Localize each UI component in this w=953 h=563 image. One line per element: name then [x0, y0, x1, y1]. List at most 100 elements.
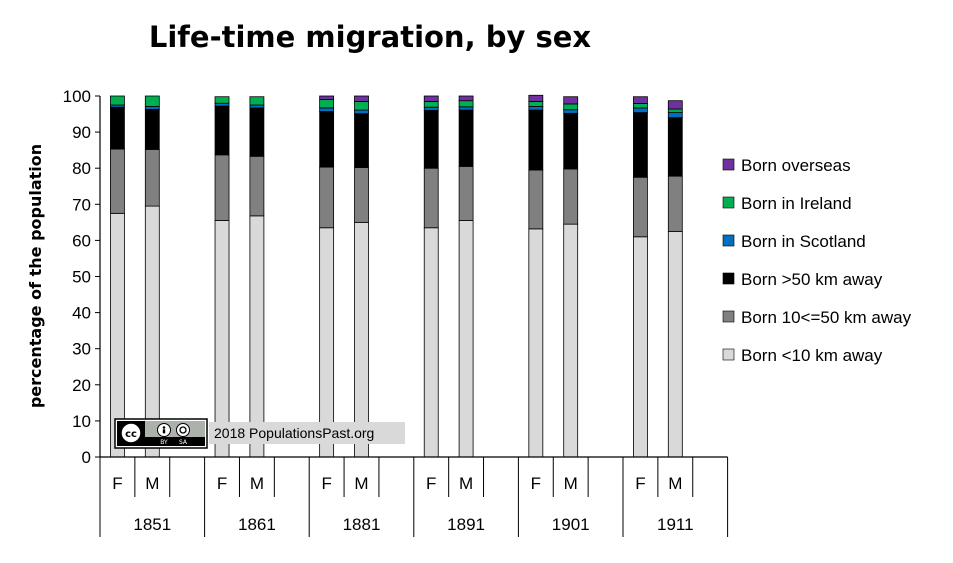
x-subcategory-label: M	[459, 474, 473, 493]
bar-segment	[354, 101, 369, 111]
legend-label: Born in Ireland	[741, 194, 852, 213]
bar-segment	[214, 220, 230, 458]
bar-segment	[667, 117, 683, 177]
bar-segment	[458, 106, 474, 111]
legend-swatch	[722, 196, 735, 209]
bar-segment	[423, 101, 439, 108]
bar-segment	[458, 165, 474, 221]
bar-segment	[354, 95, 369, 102]
y-tick-label: 100	[63, 87, 91, 106]
y-axis-label: percentage of the population	[26, 144, 45, 408]
y-tick-label: 80	[72, 159, 91, 178]
bar-segment	[423, 110, 439, 169]
y-tick-label: 60	[72, 231, 91, 250]
bar-segment	[563, 168, 579, 225]
bar-segment	[528, 228, 544, 458]
legend-swatch	[722, 158, 735, 171]
x-subcategory-label: F	[531, 474, 541, 493]
legend-label: Born <10 km away	[741, 346, 883, 365]
legend: Born overseas Born in Ireland Born in Scot…	[722, 156, 912, 365]
watermark-text-bg	[209, 422, 405, 444]
bar-segment	[667, 100, 683, 110]
cc-logo-icon	[120, 422, 142, 444]
chart-title: Life-time migration, by sex	[148, 20, 592, 54]
bar-segment	[423, 106, 439, 111]
bar-segment	[563, 103, 579, 111]
x-subcategory-label: M	[145, 474, 159, 493]
bar-segment	[354, 113, 369, 168]
bar-segment	[110, 148, 125, 214]
bar-segment	[528, 101, 544, 107]
bar-segment	[633, 96, 648, 104]
x-subcategory-label: F	[321, 474, 331, 493]
x-group-label: 1851	[133, 515, 171, 534]
bar-segment	[458, 220, 474, 458]
x-subcategory-label: F	[217, 474, 227, 493]
bar-segment	[633, 236, 648, 458]
by-person-body-icon	[162, 429, 166, 434]
bar-segment	[633, 112, 648, 178]
y-tick-label: 20	[72, 376, 91, 395]
x-subcategory-label: M	[564, 474, 578, 493]
bar-segment	[249, 96, 265, 106]
bar-segment	[563, 223, 579, 458]
bar-segment	[214, 96, 230, 104]
bar-segment	[214, 102, 230, 107]
by-person-head-icon	[162, 426, 166, 429]
bar-segment	[214, 154, 230, 221]
watermark-text: 2018 PopulationsPast.org	[214, 425, 374, 441]
bar-segment	[633, 103, 648, 109]
legend-swatch	[722, 272, 735, 285]
x-axis: F M 1851 F M 1861 F M 1881 F M 1891 F M 1901 F M 1911	[99, 456, 729, 537]
bar-segment	[563, 112, 579, 170]
bar-segment	[110, 106, 125, 150]
bar-segment	[319, 111, 335, 168]
y-tick-label: 50	[72, 268, 91, 287]
bar-segment	[144, 95, 160, 107]
bar-segment	[144, 108, 160, 150]
legend-label: Born >50 km away	[741, 270, 883, 289]
bar-segment	[249, 155, 265, 217]
share-alike-inner-icon	[179, 426, 187, 434]
x-group-label: 1881	[343, 515, 381, 534]
x-subcategory-label: M	[354, 474, 368, 493]
y-tick-label: 10	[72, 412, 91, 431]
legend-swatch	[722, 348, 735, 361]
legend-label: Born overseas	[741, 156, 851, 175]
bar-segment	[528, 109, 544, 171]
bar-segment	[423, 167, 439, 229]
bar-segment	[354, 221, 369, 458]
bar-segment	[667, 230, 683, 458]
bar-stacks	[110, 94, 683, 458]
bar-segment	[528, 106, 544, 111]
bar-segment	[249, 215, 265, 458]
bar-segment	[423, 227, 439, 458]
bar-segment	[354, 109, 369, 115]
y-axis: 0 10 20 30 40 50 60 70 80 90 100	[63, 87, 101, 467]
x-group-label: 1891	[447, 515, 485, 534]
bar-segment	[633, 176, 648, 238]
bar-segment	[667, 108, 683, 114]
bar-segment	[214, 105, 230, 156]
bar-segment	[144, 149, 160, 207]
x-subcategory-label: F	[112, 474, 122, 493]
cc-logo-text: cc	[125, 429, 137, 440]
bar-segment	[633, 107, 648, 114]
by-text: BY	[160, 439, 168, 446]
legend-swatch	[722, 234, 735, 247]
bar-segment	[319, 107, 335, 112]
bar-segment	[667, 175, 683, 232]
bar-segment	[423, 95, 439, 102]
bar-segment	[458, 95, 474, 102]
bar-segment	[144, 106, 160, 110]
bar-segment	[458, 109, 474, 167]
cc-badge-top	[145, 421, 205, 437]
x-group-label: 1901	[552, 515, 590, 534]
bar-segment	[528, 169, 544, 230]
share-alike-icon	[176, 423, 190, 437]
legend-swatch	[722, 310, 735, 323]
bar-segment	[563, 109, 579, 114]
bar-segment	[667, 112, 683, 119]
bar-segment	[249, 104, 265, 109]
